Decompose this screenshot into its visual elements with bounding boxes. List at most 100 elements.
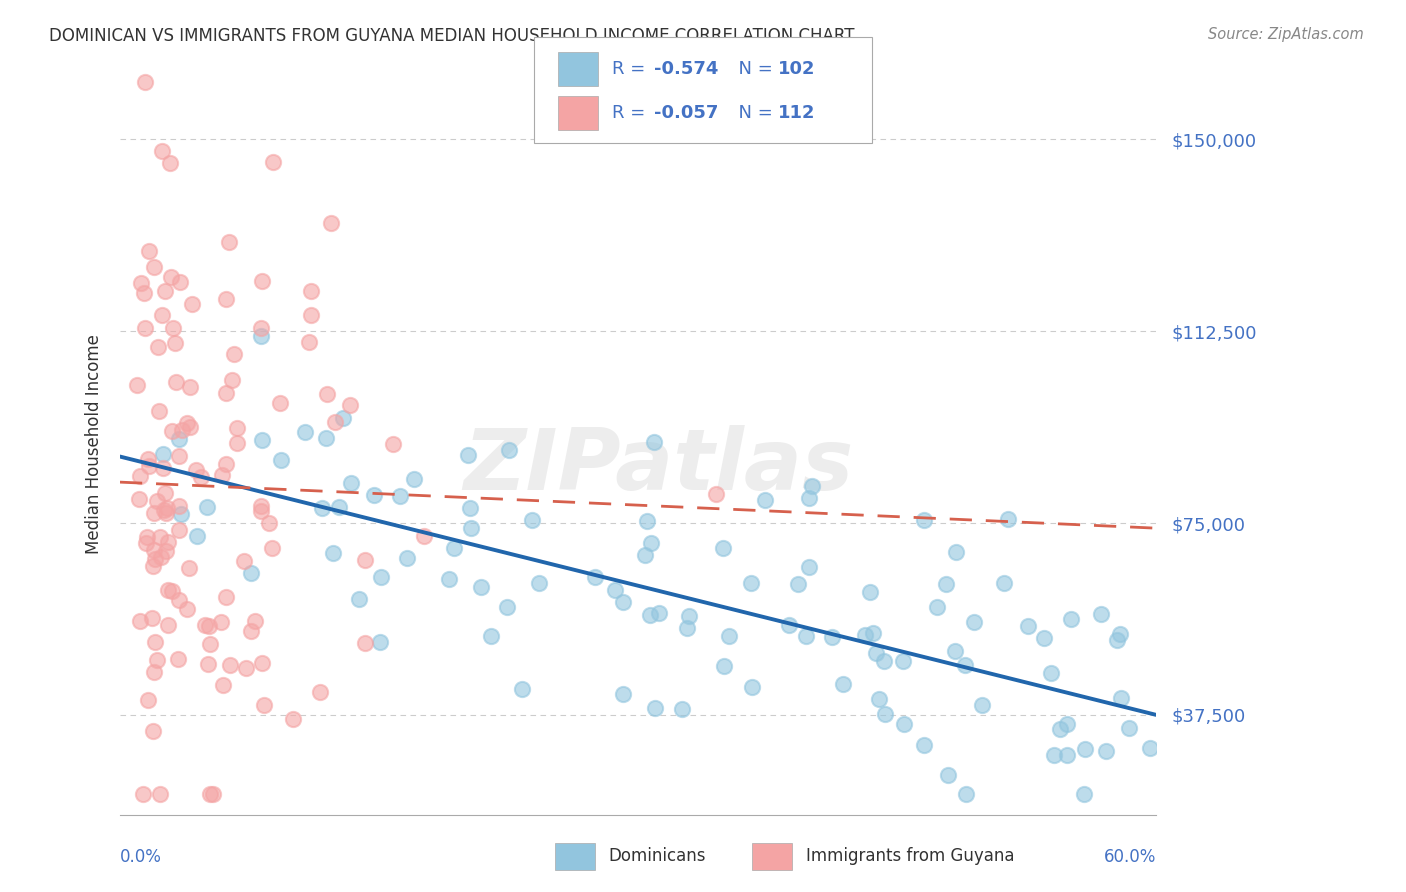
Point — [713, 659, 735, 673]
Point — [993, 576, 1015, 591]
Point — [169, 499, 191, 513]
Text: 0.0%: 0.0% — [120, 848, 162, 866]
Point — [221, 373, 243, 387]
Point — [349, 592, 371, 607]
Point — [945, 545, 967, 559]
Text: ZIPatlas: ZIPatlas — [464, 425, 853, 508]
Point — [195, 500, 218, 514]
Point — [612, 595, 634, 609]
Text: -0.057: -0.057 — [654, 104, 718, 122]
Point — [198, 637, 221, 651]
Point — [875, 706, 897, 721]
Point — [388, 489, 411, 503]
Point — [439, 572, 461, 586]
Text: 102: 102 — [778, 60, 815, 78]
Point — [179, 380, 201, 394]
Point — [152, 460, 174, 475]
Point — [943, 644, 966, 658]
Point — [963, 615, 986, 629]
Point — [294, 425, 316, 439]
Point — [146, 653, 169, 667]
Point — [512, 681, 534, 696]
Point — [634, 548, 657, 562]
Point — [159, 156, 181, 170]
Point — [250, 499, 273, 513]
Point — [1118, 721, 1140, 735]
Text: 112: 112 — [778, 104, 815, 122]
Point — [636, 514, 658, 528]
Point — [132, 787, 155, 801]
Point — [1033, 632, 1056, 646]
Point — [323, 415, 346, 429]
Point — [460, 501, 482, 516]
Point — [156, 535, 179, 549]
Point — [143, 506, 166, 520]
Point — [309, 685, 332, 699]
Point — [640, 608, 662, 623]
Point — [239, 566, 262, 580]
Point — [167, 652, 190, 666]
Point — [209, 615, 232, 630]
Y-axis label: Median Household Income: Median Household Income — [86, 334, 103, 554]
Point — [259, 516, 281, 531]
Text: -0.574: -0.574 — [654, 60, 718, 78]
Point — [479, 629, 502, 643]
Point — [675, 621, 697, 635]
Point — [779, 617, 801, 632]
Point — [143, 635, 166, 649]
Point — [354, 552, 377, 566]
Point — [155, 506, 177, 520]
Point — [202, 787, 225, 801]
Point — [363, 487, 385, 501]
Text: 60.0%: 60.0% — [1104, 848, 1156, 866]
Point — [315, 387, 337, 401]
Point — [970, 698, 993, 713]
Point — [1043, 748, 1066, 763]
Point — [1049, 722, 1071, 736]
Point — [370, 570, 392, 584]
Point — [912, 738, 935, 752]
Text: N =: N = — [727, 60, 779, 78]
Point — [235, 661, 257, 675]
Point — [643, 434, 665, 449]
Point — [740, 575, 762, 590]
Point — [162, 320, 184, 334]
Point — [250, 656, 273, 670]
Point — [170, 423, 193, 437]
Point — [583, 570, 606, 584]
Point — [298, 335, 321, 350]
Point — [233, 554, 256, 568]
Point — [797, 560, 820, 574]
Point — [396, 551, 419, 566]
Point — [150, 144, 173, 158]
Point — [955, 658, 977, 673]
Text: R =: R = — [612, 60, 651, 78]
Point — [794, 629, 817, 643]
Point — [143, 665, 166, 680]
Point — [935, 577, 957, 591]
Point — [134, 285, 156, 300]
Point — [170, 507, 193, 521]
Point — [1090, 607, 1112, 621]
Point — [865, 647, 887, 661]
Point — [155, 544, 177, 558]
Point — [704, 487, 727, 501]
Point — [711, 541, 734, 556]
Point — [167, 432, 190, 446]
Point — [821, 630, 844, 644]
Point — [382, 437, 405, 451]
Point — [253, 698, 276, 712]
Point — [1060, 612, 1083, 626]
Point — [262, 155, 284, 169]
Point — [176, 602, 198, 616]
Point — [250, 320, 273, 334]
Point — [150, 308, 173, 322]
Point — [200, 787, 222, 801]
Point — [862, 626, 884, 640]
Point — [498, 443, 520, 458]
Point — [269, 395, 291, 409]
Point — [128, 492, 150, 507]
Point — [955, 787, 977, 801]
Point — [134, 75, 156, 89]
Point — [868, 692, 890, 706]
